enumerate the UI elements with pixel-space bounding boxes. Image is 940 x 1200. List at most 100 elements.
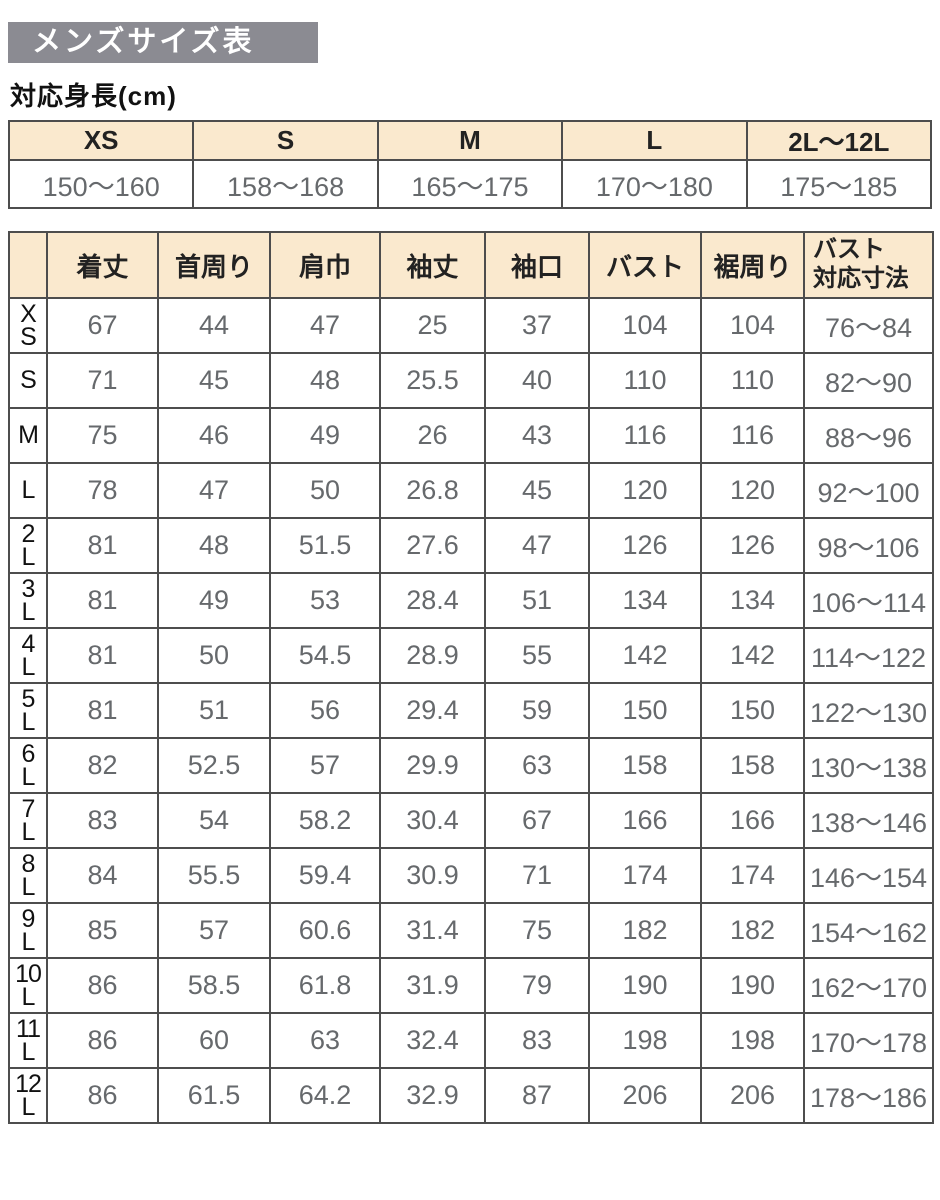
size-cell: 150 xyxy=(588,682,702,739)
size-cell: 53 xyxy=(269,572,381,629)
size-cell: 142 xyxy=(700,627,805,684)
size-cell: 45 xyxy=(484,462,590,519)
size-cell: 126 xyxy=(700,517,805,574)
size-cell: 162～170 xyxy=(803,957,934,1014)
size-cell: 110 xyxy=(588,352,702,409)
table-row: M 75 46 49 26 43 116 116 88～96 xyxy=(8,407,934,464)
height-col-header: XS xyxy=(7,120,195,161)
size-cell: 37 xyxy=(484,297,590,354)
size-cell: 59 xyxy=(484,682,590,739)
size-cell: 150 xyxy=(700,682,805,739)
height-table-header-row: XS S M L 2L～12L xyxy=(7,120,933,161)
size-cell: 75 xyxy=(484,902,590,959)
page-title-banner: メンズサイズ表 xyxy=(8,22,318,63)
size-cell: 51 xyxy=(157,682,271,739)
size-cell: 59.4 xyxy=(269,847,381,904)
size-cell: 154～162 xyxy=(803,902,934,959)
size-cell: 78 xyxy=(46,462,159,519)
table-row: L 78 47 50 26.8 45 120 120 92～100 xyxy=(8,462,934,519)
size-row-label-M: M xyxy=(8,407,48,464)
table-row: 12 L 86 61.5 64.2 32.9 87 206 206 178～186 xyxy=(8,1067,934,1124)
size-cell: 29.4 xyxy=(379,682,486,739)
size-cell: 146～154 xyxy=(803,847,934,904)
size-col-header: バスト 対応寸法 xyxy=(803,231,934,299)
size-cell: 206 xyxy=(700,1067,805,1124)
size-cell: 71 xyxy=(46,352,159,409)
size-cell: 82～90 xyxy=(803,352,934,409)
size-cell: 48 xyxy=(157,517,271,574)
size-cell: 61.8 xyxy=(269,957,381,1014)
size-cell: 88～96 xyxy=(803,407,934,464)
size-cell: 120 xyxy=(588,462,702,519)
size-cell: 87 xyxy=(484,1067,590,1124)
height-col-header: M xyxy=(376,120,564,161)
size-cell: 126 xyxy=(588,517,702,574)
size-cell: 86 xyxy=(46,957,159,1014)
size-cell: 49 xyxy=(157,572,271,629)
size-cell: 104 xyxy=(588,297,702,354)
size-cell: 174 xyxy=(700,847,805,904)
size-cell: 182 xyxy=(588,902,702,959)
size-table-header-row: 着丈 首周り 肩巾 袖丈 袖口 バスト 裾周り バスト 対応寸法 xyxy=(8,231,934,299)
size-cell: 110 xyxy=(700,352,805,409)
height-value-cell: 150～160 xyxy=(7,159,195,209)
size-cell: 51 xyxy=(484,572,590,629)
size-row-label-XS: X S xyxy=(8,297,48,354)
size-cell: 178～186 xyxy=(803,1067,934,1124)
size-cell: 67 xyxy=(484,792,590,849)
height-col-header: 2L～12L xyxy=(745,120,933,161)
size-cell: 57 xyxy=(269,737,381,794)
size-cell: 50 xyxy=(269,462,381,519)
height-col-header: L xyxy=(561,120,748,161)
table-row: 10 L 86 58.5 61.8 31.9 79 190 190 162～170 xyxy=(8,957,934,1014)
size-cell: 47 xyxy=(157,462,271,519)
size-cell: 134 xyxy=(700,572,805,629)
size-row-label-8L: 8 L xyxy=(8,847,48,904)
size-cell: 29.9 xyxy=(379,737,486,794)
size-cell: 81 xyxy=(46,572,159,629)
size-cell: 31.9 xyxy=(379,957,486,1014)
size-row-label-3L: 3 L xyxy=(8,572,48,629)
height-value-cell: 175～185 xyxy=(745,159,933,209)
size-cell: 116 xyxy=(700,407,805,464)
table-row: 5 L 81 51 56 29.4 59 150 150 122～130 xyxy=(8,682,934,739)
size-cell: 82 xyxy=(46,737,159,794)
table-row: 7 L 83 54 58.2 30.4 67 166 166 138～146 xyxy=(8,792,934,849)
size-cell: 25.5 xyxy=(379,352,486,409)
size-col-header: バスト xyxy=(588,231,702,299)
size-cell: 158 xyxy=(700,737,805,794)
size-cell: 83 xyxy=(46,792,159,849)
size-col-header: 着丈 xyxy=(46,231,159,299)
height-col-header: S xyxy=(192,120,379,161)
size-cell: 46 xyxy=(157,407,271,464)
size-cell: 85 xyxy=(46,902,159,959)
size-cell: 79 xyxy=(484,957,590,1014)
height-section-label: 対応身長(cm) xyxy=(10,81,177,111)
height-value-cell: 165～175 xyxy=(376,159,564,209)
size-cell: 31.4 xyxy=(379,902,486,959)
size-cell: 81 xyxy=(46,517,159,574)
table-row: 6 L 82 52.5 57 29.9 63 158 158 130～138 xyxy=(8,737,934,794)
size-cell: 63 xyxy=(484,737,590,794)
size-cell: 32.9 xyxy=(379,1067,486,1124)
size-cell: 56 xyxy=(269,682,381,739)
size-cell: 81 xyxy=(46,627,159,684)
size-cell: 81 xyxy=(46,682,159,739)
size-cell: 120 xyxy=(700,462,805,519)
table-row: 8 L 84 55.5 59.4 30.9 71 174 174 146～154 xyxy=(8,847,934,904)
size-cell: 174 xyxy=(588,847,702,904)
size-cell: 40 xyxy=(484,352,590,409)
size-cell: 138～146 xyxy=(803,792,934,849)
size-cell: 47 xyxy=(269,297,381,354)
size-cell: 158 xyxy=(588,737,702,794)
size-cell: 92～100 xyxy=(803,462,934,519)
size-row-label-2L: 2 L xyxy=(8,517,48,574)
size-cell: 182 xyxy=(700,902,805,959)
size-cell: 58.2 xyxy=(269,792,381,849)
size-cell: 60 xyxy=(157,1012,271,1069)
table-row: 9 L 85 57 60.6 31.4 75 182 182 154～162 xyxy=(8,902,934,959)
size-col-header: 肩巾 xyxy=(269,231,381,299)
size-cell: 55 xyxy=(484,627,590,684)
size-table-corner-cell xyxy=(8,231,48,299)
